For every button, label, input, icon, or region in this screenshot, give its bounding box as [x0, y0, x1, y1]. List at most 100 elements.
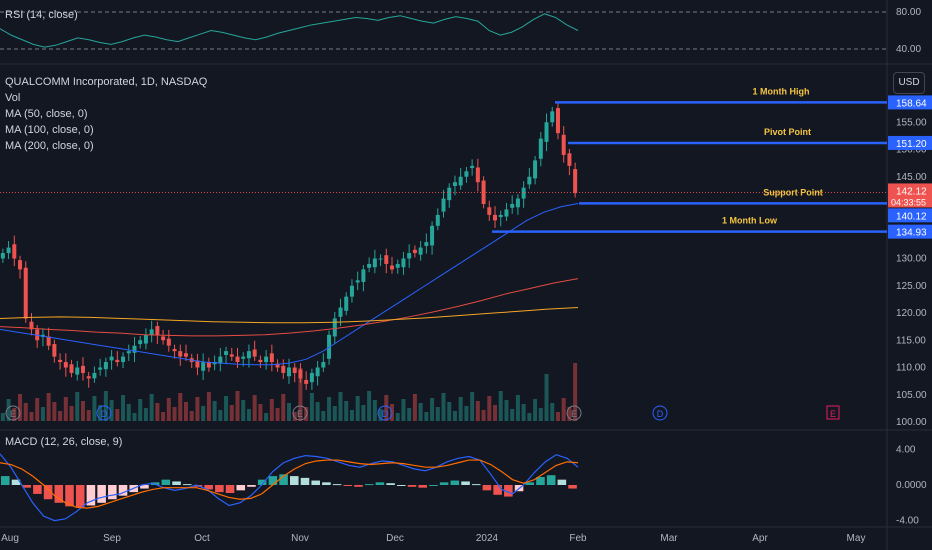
rsi-line [0, 13, 579, 48]
macd-histogram-bar [11, 479, 21, 485]
macd-histogram-bar [1, 476, 10, 485]
symbol-title[interactable]: QUALCOMM Incorporated, 1D, NASDAQ [5, 76, 208, 88]
volume-bar [286, 403, 292, 421]
price-tick-label: 130.00 [896, 254, 927, 265]
dividend-marker-label: D [382, 409, 389, 419]
candle-body [538, 138, 543, 159]
macd-histogram-bar [418, 485, 428, 488]
candle-body [315, 367, 320, 377]
candle-body [458, 176, 463, 186]
volume-bar [327, 397, 332, 421]
volume-bar [252, 395, 257, 421]
candle-body [246, 351, 251, 359]
volume-bar [132, 413, 137, 421]
volume-bar [441, 393, 446, 421]
volume-bar [315, 402, 320, 421]
volume-bar [521, 404, 526, 421]
macd-histogram-bar [22, 485, 31, 488]
candle-body [550, 111, 555, 123]
macd-histogram-bar [450, 480, 460, 485]
price-tick-label: 105.00 [896, 390, 927, 401]
macd-title: MACD (12, 26, close, 9) [5, 436, 123, 448]
macd-histogram-bar [215, 485, 224, 493]
x-axis-label: Sep [103, 533, 121, 544]
candle-body [224, 351, 229, 355]
x-axis-label: Feb [569, 533, 587, 544]
candle-body [435, 214, 440, 226]
candle-body [412, 249, 417, 254]
candle-body [29, 321, 34, 330]
candle-body [452, 182, 457, 187]
volume-bar [126, 404, 131, 421]
candle-body [441, 198, 446, 212]
volume-bar [6, 399, 11, 421]
macd-histogram-bar [322, 482, 331, 485]
tag-month-high: 158.64 [896, 98, 927, 109]
candle-body [218, 356, 223, 364]
candle-body [63, 362, 68, 368]
candle-body [544, 122, 549, 142]
volume-bar [515, 395, 520, 421]
volume-bar [418, 403, 423, 421]
price-tick-label: 155.00 [896, 117, 927, 128]
volume-bar [92, 396, 97, 421]
ma100-legend[interactable]: MA (100, close, 0) [5, 124, 94, 136]
volume-bar [401, 399, 406, 421]
candle-body [132, 345, 137, 353]
vol-legend[interactable]: Vol [5, 92, 21, 104]
volume-bar [224, 396, 229, 421]
candle-body [561, 134, 566, 155]
volume-bar [332, 406, 337, 421]
volume-bar [372, 400, 377, 421]
volume-bar [487, 396, 492, 421]
candle-body [470, 165, 475, 169]
candle-body [138, 340, 143, 345]
volume-bar [35, 398, 40, 421]
candle-body [264, 356, 269, 363]
volume-bar [292, 412, 297, 421]
price-tick-label: 120.00 [896, 308, 927, 319]
candle-body [464, 171, 469, 177]
ma50-legend[interactable]: MA (50, close, 0) [5, 108, 88, 120]
candle-body [515, 198, 520, 208]
macd-histogram-bar [86, 485, 96, 506]
candle-body [126, 351, 131, 354]
candle-body [401, 258, 406, 268]
price-tick-label: 150.00 [896, 145, 927, 156]
candle-body [361, 269, 366, 282]
macd-histogram-bar [65, 485, 74, 507]
level-annotation: Pivot Point [764, 127, 811, 137]
volume-bar [384, 395, 389, 421]
candle-body [332, 318, 337, 337]
volume-bar [161, 412, 166, 421]
macd-histogram-bar [97, 485, 106, 503]
candle-body [6, 247, 11, 254]
rsi-tick-label: 80.00 [896, 7, 921, 18]
candle-body [235, 356, 240, 363]
macd-histogram-bar [407, 485, 417, 487]
earnings-marker [5, 405, 21, 421]
candle-body [567, 153, 572, 166]
candle-body [35, 329, 40, 341]
volume-bar [212, 401, 217, 421]
volume-bar [367, 391, 372, 421]
candle-body [424, 242, 429, 246]
candle-body [338, 307, 343, 317]
currency-button[interactable]: USD [893, 72, 925, 94]
candle-body [275, 363, 280, 368]
candle-body [12, 244, 17, 259]
macd-histogram-bar [354, 485, 363, 487]
candle-body [178, 351, 183, 357]
volume-bar [109, 400, 114, 421]
volume-bar [75, 392, 80, 421]
volume-bar [430, 398, 435, 421]
ma200-legend[interactable]: MA (200, close, 0) [5, 140, 94, 152]
volume-bar [189, 411, 194, 421]
macd-histogram-bar [471, 484, 481, 486]
price-tick-label: 145.00 [896, 172, 927, 183]
volume-bar [349, 410, 354, 421]
macd-histogram-bar [33, 485, 42, 494]
candle-body [103, 362, 108, 370]
candle-body [281, 365, 286, 373]
